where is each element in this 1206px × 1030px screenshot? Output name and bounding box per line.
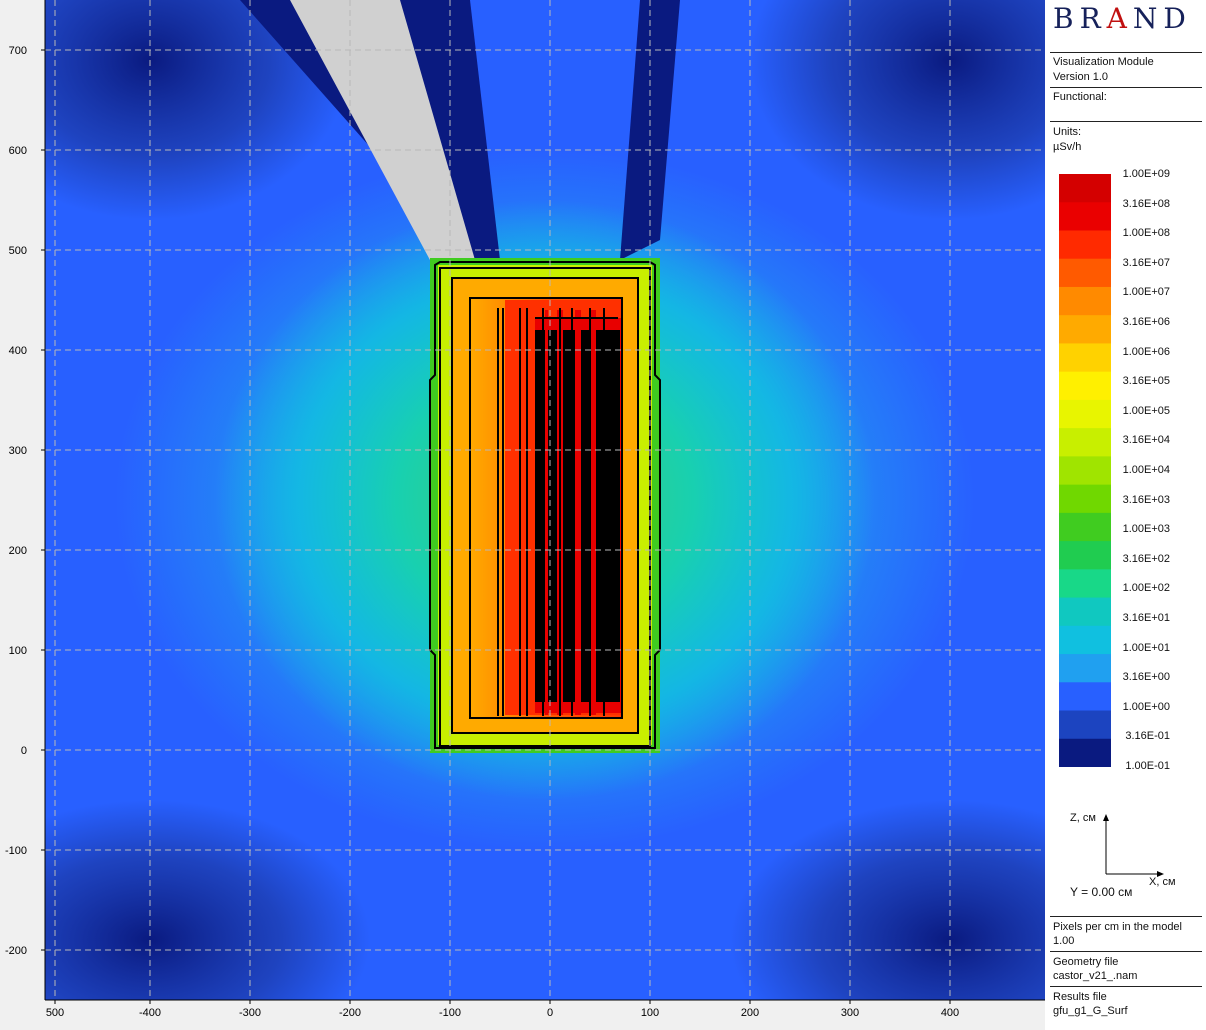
color-scale-level: 1.00E+03 <box>1122 523 1170 536</box>
x-tick-label: 0 <box>547 1007 553 1019</box>
functional-label: Functional: <box>1053 91 1107 103</box>
divider <box>1050 986 1202 987</box>
y-tick-label: 200 <box>9 545 27 557</box>
pixels-value: 1.00 <box>1053 935 1075 947</box>
color-scale-swatch <box>1059 484 1111 514</box>
y-tick-label: 300 <box>9 445 27 457</box>
color-scale-level: 1.00E+04 <box>1122 464 1170 476</box>
color-scale-swatch <box>1059 258 1111 288</box>
color-scale-level: 3.16E+02 <box>1122 552 1170 565</box>
geometry-file-label: Geometry file <box>1053 956 1119 968</box>
heatmap-area <box>45 0 1045 1000</box>
color-scale-swatch <box>1059 343 1111 373</box>
color-scale-swatch <box>1059 682 1111 712</box>
color-scale-swatch <box>1059 315 1111 344</box>
color-scale-level: 3.16E+03 <box>1122 493 1170 506</box>
x-tick-label: -100 <box>439 1007 461 1019</box>
y-tick-label: 600 <box>9 145 27 157</box>
brand-logo: BRAND <box>1053 2 1192 35</box>
color-scale-level: 3.16E-01 <box>1125 730 1170 743</box>
units-label: Units: <box>1053 126 1082 138</box>
color-scale-swatch <box>1059 286 1111 316</box>
plot-ticks: 500 -400 -300 -200 -100 0 100 200 300 400 700 600 50… <box>5 45 959 1019</box>
cask-geometry-outline <box>429 261 661 749</box>
geometry-file-value: castor_v21_.nam <box>1053 970 1138 982</box>
color-scale-swatch <box>1059 202 1111 231</box>
color-scale-swatch <box>1059 569 1111 599</box>
x-axis-label: X, см <box>1149 876 1176 888</box>
results-file-label: Results file <box>1053 991 1107 1003</box>
color-scale-level: 3.16E+06 <box>1122 316 1170 328</box>
color-scale-level: 1.00E+01 <box>1122 641 1170 654</box>
x-tick-label: 200 <box>741 1007 759 1019</box>
y-tick-label: 0 <box>21 745 27 757</box>
y-slice-value: Y = 0.00 см <box>1070 885 1133 899</box>
color-scale-swatch <box>1059 371 1111 401</box>
x-tick-label: -200 <box>339 1007 361 1019</box>
y-tick-label: 100 <box>9 645 27 657</box>
divider <box>1050 52 1202 53</box>
results-file-value: gfu_g1_G_Surf <box>1053 1005 1128 1017</box>
color-scale-swatch <box>1059 230 1111 260</box>
color-scale-swatch <box>1059 625 1111 655</box>
color-scale-level: 1.00E+07 <box>1122 286 1170 299</box>
color-scale-swatch <box>1059 174 1111 203</box>
units-value: µSv/h <box>1053 141 1082 153</box>
module-name: Visualization Module <box>1053 56 1154 68</box>
divider <box>1050 121 1202 122</box>
y-tick-label: 400 <box>9 345 27 357</box>
color-scale-level: 3.16E+07 <box>1122 256 1170 269</box>
axes-indicator-icon <box>1103 814 1164 877</box>
module-version: Version 1.0 <box>1053 71 1109 83</box>
divider <box>1050 916 1202 917</box>
color-scale-swatch <box>1059 399 1111 429</box>
color-scale-swatch <box>1059 654 1111 683</box>
color-scale-swatch <box>1059 710 1111 740</box>
dose-map-plot[interactable]: 500 -400 -300 -200 -100 0 100 200 300 400 700 600 50… <box>0 0 1045 1030</box>
color-scale-swatch <box>1059 541 1111 570</box>
color-scale-swatch <box>1059 512 1111 542</box>
y-tick-label: -200 <box>5 945 27 957</box>
x-tick-label: 500 <box>46 1007 64 1019</box>
x-tick-label: -300 <box>239 1007 261 1019</box>
color-scale-level: 3.16E+08 <box>1122 197 1170 210</box>
pixels-label: Pixels per cm in the model <box>1053 921 1182 933</box>
color-scale-level: 3.16E+01 <box>1122 612 1170 624</box>
color-scale-level: 1.00E+00 <box>1122 700 1170 713</box>
z-axis-label: Z, см <box>1070 812 1096 824</box>
color-scale-swatch <box>1059 428 1111 457</box>
color-scale-swatch <box>1059 456 1111 486</box>
color-scale-level: 1.00E-01 <box>1125 760 1170 772</box>
y-tick-label: 500 <box>9 245 27 257</box>
divider <box>1050 951 1202 952</box>
x-tick-label: -400 <box>139 1007 161 1019</box>
color-scale-swatch <box>1059 738 1111 767</box>
color-scale-level: 1.00E+06 <box>1122 345 1170 358</box>
info-panel: BRAND Visualization Module Version 1.0 F… <box>1045 0 1206 1030</box>
color-scale-swatch <box>1059 597 1111 627</box>
color-scale-bar <box>1059 174 1111 767</box>
color-scale-level: 1.00E+08 <box>1122 227 1170 240</box>
x-tick-label: 100 <box>641 1007 659 1019</box>
color-scale-level: 1.00E+09 <box>1122 168 1170 180</box>
divider <box>1050 87 1202 88</box>
color-scale-level: 1.00E+05 <box>1122 404 1170 417</box>
color-scale-level: 3.16E+04 <box>1122 434 1170 447</box>
color-scale-level: 3.16E+05 <box>1122 375 1170 388</box>
x-tick-label: 300 <box>841 1007 859 1019</box>
color-scale-level: 3.16E+00 <box>1122 671 1170 684</box>
plot-grid <box>45 0 1045 1000</box>
y-tick-label: -100 <box>5 845 27 857</box>
color-scale-level: 1.00E+02 <box>1122 582 1170 595</box>
y-tick-label: 700 <box>9 45 27 57</box>
x-tick-label: 400 <box>941 1007 959 1019</box>
